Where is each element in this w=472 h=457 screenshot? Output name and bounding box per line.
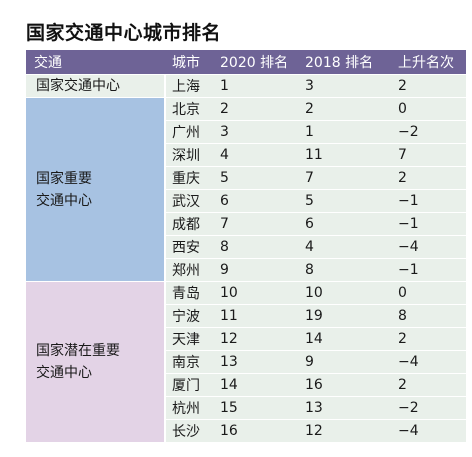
table-cell-rank-2020: 11 — [212, 305, 297, 327]
table-cell-rank-2020: 5 — [212, 167, 297, 189]
table-cell-rank-2018: 5 — [297, 190, 390, 212]
table-cell-city: 南京 — [166, 351, 212, 373]
table-cell-rank-2018: 12 — [297, 420, 390, 442]
table-cell-city: 厦门 — [166, 374, 212, 396]
group-national-hub: 国家交通中心 — [26, 75, 166, 97]
table-cell-city: 长沙 — [166, 420, 212, 442]
table-cell-rise: 2 — [390, 374, 466, 396]
table-cell-rise: 0 — [390, 282, 466, 304]
header-city: 城市 — [166, 50, 212, 74]
table-cell-rise: −2 — [390, 397, 466, 419]
table-cell-city: 北京 — [166, 98, 212, 120]
group-label-line: 国家交通中心 — [36, 78, 120, 94]
table-cell-rank-2018: 6 — [297, 213, 390, 235]
table-cell-city: 西安 — [166, 236, 212, 258]
header-transport: 交通 — [26, 50, 166, 74]
table-cell-rise: −4 — [390, 420, 466, 442]
table-cell-rise: −1 — [390, 190, 466, 212]
table-cell-city: 深圳 — [166, 144, 212, 166]
table-cell-rank-2020: 7 — [212, 213, 297, 235]
table-panel: 交通 城市 2020 排名 2018 排名 上升名次 国家交通中心 国家重要 交… — [26, 50, 466, 457]
table-cell-rank-2018: 2 — [297, 98, 390, 120]
table-cell-rank-2020: 14 — [212, 374, 297, 396]
table-cell-rise: 8 — [390, 305, 466, 327]
table-cell-rank-2020: 15 — [212, 397, 297, 419]
table-cell-rank-2018: 11 — [297, 144, 390, 166]
table-cell-rank-2020: 4 — [212, 144, 297, 166]
group-national-potential-hub: 国家潜在重要 交通中心 — [26, 282, 166, 442]
table-cell-city: 天津 — [166, 328, 212, 350]
table-cell-rank-2020: 10 — [212, 282, 297, 304]
table-cell-rise: 2 — [390, 167, 466, 189]
group-label-line: 交通中心 — [36, 365, 92, 381]
group-label-line: 国家重要 — [36, 170, 92, 187]
table-cell-rank-2020: 16 — [212, 420, 297, 442]
table-cell-rank-2018: 3 — [297, 75, 390, 97]
table-cell-rank-2018: 13 — [297, 397, 390, 419]
table-cell-city: 宁波 — [166, 305, 212, 327]
table-cell-city: 武汉 — [166, 190, 212, 212]
table-cell-rank-2018: 16 — [297, 374, 390, 396]
table-cell-rise: −1 — [390, 213, 466, 235]
table-cell-rise: 7 — [390, 144, 466, 166]
table-cell-rank-2018: 1 — [297, 121, 390, 143]
table-cell-rank-2020: 12 — [212, 328, 297, 350]
table-cell-city: 郑州 — [166, 259, 212, 281]
table-cell-city: 上海 — [166, 75, 212, 97]
table-cell-city: 成都 — [166, 213, 212, 235]
table-cell-city: 广州 — [166, 121, 212, 143]
table-cell-rank-2020: 3 — [212, 121, 297, 143]
group-label-line: 交通中心 — [36, 192, 92, 209]
group-national-important-hub: 国家重要 交通中心 — [26, 98, 166, 281]
table-cell-city: 青岛 — [166, 282, 212, 304]
table-cell-rise: −1 — [390, 259, 466, 281]
table-cell-rank-2020: 6 — [212, 190, 297, 212]
table-cell-rise: 2 — [390, 328, 466, 350]
table-cell-rank-2018: 8 — [297, 259, 390, 281]
table-cell-rank-2018: 10 — [297, 282, 390, 304]
table-cell-rank-2020: 13 — [212, 351, 297, 373]
ranking-table: 交通 城市 2020 排名 2018 排名 上升名次 国家交通中心 国家重要 交… — [26, 50, 466, 457]
table-cell-rise: 2 — [390, 75, 466, 97]
table-cell-rank-2018: 7 — [297, 167, 390, 189]
header-rank-2020: 2020 排名 — [212, 50, 297, 74]
table-cell-rank-2020: 9 — [212, 259, 297, 281]
table-cell-city: 杭州 — [166, 397, 212, 419]
table-cell-rank-2018: 4 — [297, 236, 390, 258]
table-cell-rank-2020: 1 — [212, 75, 297, 97]
table-title: 国家交通中心城市排名 — [26, 22, 222, 44]
table-cell-rise: −2 — [390, 121, 466, 143]
header-rank-2018: 2018 排名 — [297, 50, 390, 74]
table-cell-rise: −4 — [390, 351, 466, 373]
group-label-line: 国家潜在重要 — [36, 343, 120, 359]
table-cell-rank-2018: 9 — [297, 351, 390, 373]
table-cell-rise: −4 — [390, 236, 466, 258]
table-cell-rank-2018: 19 — [297, 305, 390, 327]
table-cell-rank-2020: 2 — [212, 98, 297, 120]
header-rank-rise: 上升名次 — [390, 50, 466, 74]
table-cell-rise: 0 — [390, 98, 466, 120]
table-cell-rank-2018: 14 — [297, 328, 390, 350]
table-cell-rank-2020: 8 — [212, 236, 297, 258]
table-cell-city: 重庆 — [166, 167, 212, 189]
